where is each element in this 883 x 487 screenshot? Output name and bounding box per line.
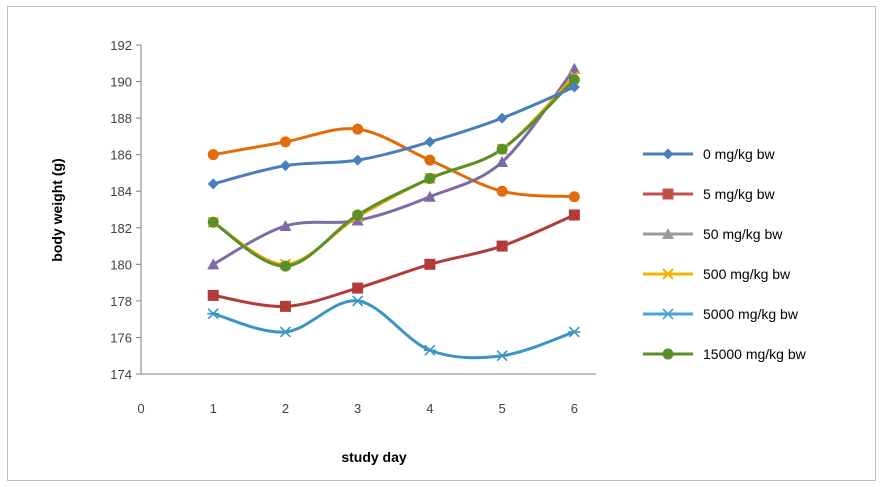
series-6-point (352, 209, 364, 221)
series-2-point (424, 154, 436, 166)
series-1-point (424, 136, 436, 148)
legend-marker (662, 348, 674, 360)
series-3-line (211, 67, 576, 266)
y-tick-label: 182 (110, 221, 132, 236)
series-unlabeled-1-point (424, 258, 436, 270)
series-1-point (496, 112, 508, 124)
legend-label: 5000 mg/kg bw (703, 306, 799, 322)
x-tick-label: 2 (282, 401, 289, 416)
legend-label: 5 mg/kg bw (703, 186, 775, 202)
series-5-point (568, 326, 581, 338)
y-tick-label: 190 (110, 75, 132, 90)
series-3-point (423, 190, 436, 202)
y-tick-label: 174 (110, 367, 132, 382)
y-tick-label: 180 (110, 257, 132, 272)
y-axis-label: body weight (g) (49, 158, 65, 261)
series-unlabeled-1-point (207, 289, 219, 301)
series-3-point (207, 258, 220, 270)
series-5-point (496, 350, 509, 362)
legend-label: 15000 mg/kg bw (703, 346, 807, 362)
series-1-point (568, 81, 580, 93)
x-tick-label: 1 (210, 401, 217, 416)
series-1-line (211, 85, 576, 186)
series-unlabeled-1-point (568, 209, 580, 221)
series-6-point (424, 172, 436, 184)
y-tick-label: 192 (110, 38, 132, 53)
legend-label: 500 mg/kg bw (703, 266, 791, 282)
legend-marker (662, 308, 674, 320)
series-unlabeled-1-line (211, 213, 576, 308)
y-tick-label: 184 (110, 184, 132, 199)
series-3-point (496, 155, 509, 167)
y-tick-label: 176 (110, 330, 132, 345)
legend-label: 50 mg/kg bw (703, 226, 783, 242)
series-1-point (279, 160, 291, 172)
y-tick-label: 186 (110, 148, 132, 163)
series-6-point (207, 216, 219, 228)
y-axis-ticks: 174 176 178 180 182 184 186 188 190 192 (110, 38, 141, 382)
x-tick-label: 0 (137, 401, 144, 416)
legend-marker (662, 268, 674, 280)
series-5-point (351, 295, 364, 307)
chart-frame (7, 6, 876, 481)
series-6-point (279, 260, 291, 272)
series-unlabeled-1-point (352, 282, 364, 294)
series-1-point (352, 154, 364, 166)
series-3-point (568, 62, 581, 74)
series-3-point (279, 219, 292, 231)
series-2-point (352, 123, 364, 135)
series-2-point (496, 185, 508, 197)
x-tick-label: 4 (426, 401, 433, 416)
series-6-line (211, 78, 576, 268)
legend-label: 0 mg/kg bw (703, 146, 775, 162)
x-tick-label: 3 (354, 401, 361, 416)
series-5-point (423, 344, 436, 356)
series-unlabeled-1-point (496, 240, 508, 252)
series-5-point (207, 308, 220, 320)
series-lines (211, 67, 576, 360)
legend-marker (662, 228, 674, 239)
series-5-line (211, 299, 576, 360)
series-5-point (279, 326, 292, 338)
y-tick-label: 178 (110, 294, 132, 309)
y-tick-label: 188 (110, 111, 132, 126)
series-markers (207, 62, 581, 362)
series-2-point (207, 149, 219, 161)
series-6-point (568, 74, 580, 86)
x-tick-label: 6 (571, 401, 578, 416)
x-axis-ticks: 0 1 2 3 4 5 6 (137, 401, 578, 416)
x-tick-label: 5 (498, 401, 505, 416)
x-axis-label: study day (341, 449, 407, 465)
series-2-point (279, 136, 291, 148)
series-2-point (568, 191, 580, 203)
legend-marker (662, 148, 674, 160)
series-unlabeled-1-point (279, 300, 291, 312)
legend: 0 mg/kg bw 5 mg/kg bw 50 mg/kg bw 500 mg/kg… (643, 146, 807, 362)
legend-marker (662, 188, 674, 200)
series-1-point (207, 178, 219, 190)
series-2-line (211, 127, 576, 199)
chart-axes (140, 45, 596, 375)
series-6-point (496, 143, 508, 155)
